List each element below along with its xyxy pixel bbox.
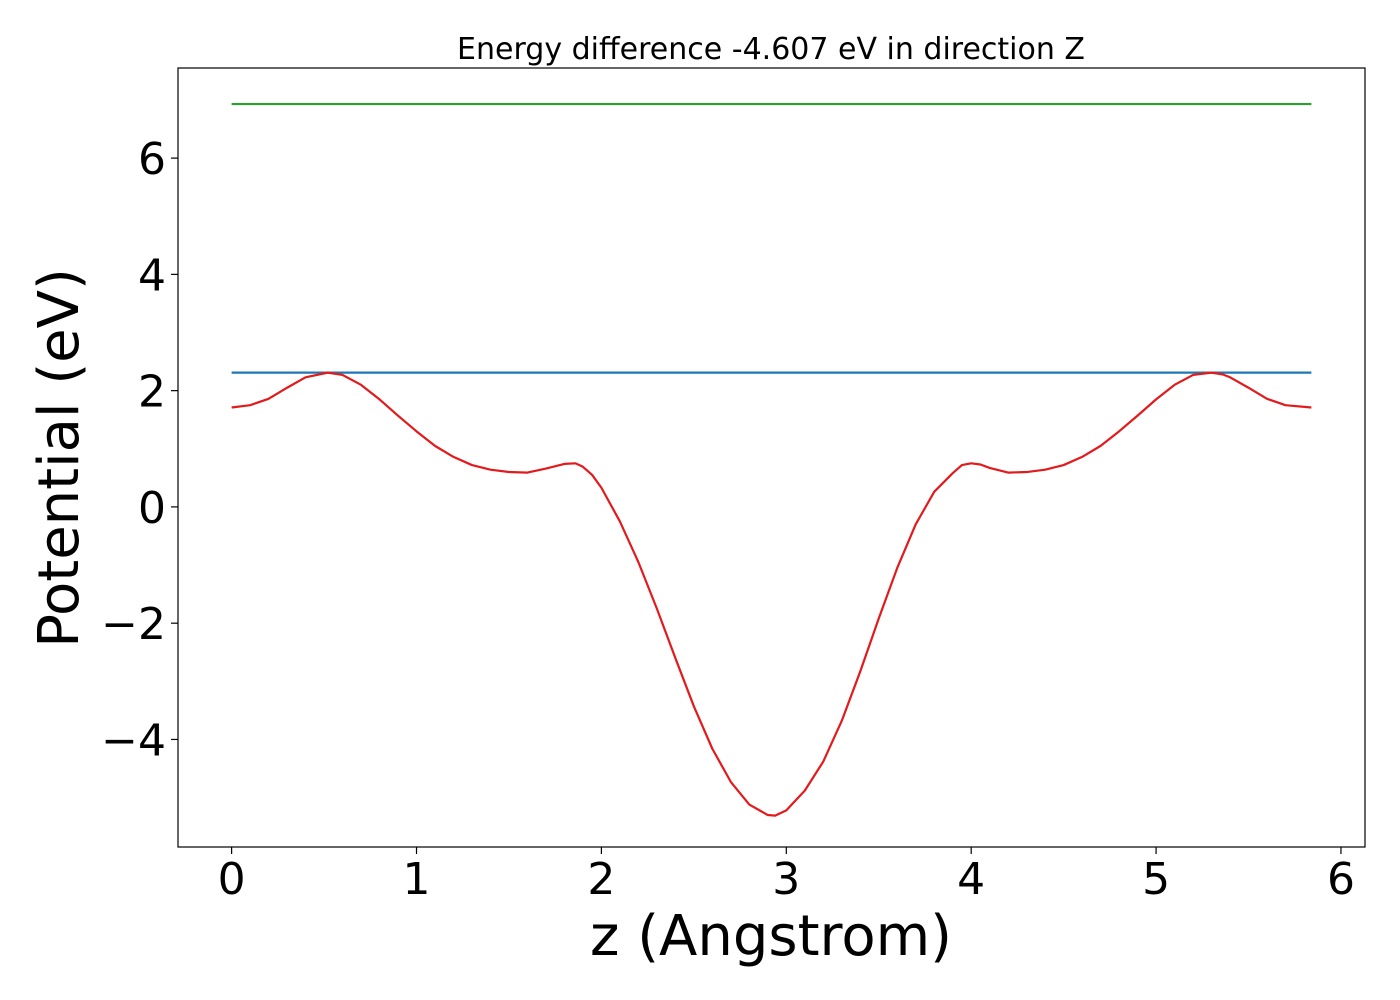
chart-title: Energy difference -4.607 eV in direction…: [457, 32, 1085, 67]
y-tick-label: 2: [138, 367, 166, 418]
y-tick-label: −4: [101, 715, 166, 766]
x-tick-label: 1: [403, 854, 431, 905]
x-tick-label: 5: [1142, 854, 1170, 905]
y-tick-label: 0: [138, 483, 166, 534]
y-tick-label: 4: [138, 250, 166, 301]
y-tick-label: −2: [101, 599, 166, 650]
x-tick-label: 6: [1327, 854, 1355, 905]
x-axis-label: z (Angstrom): [590, 904, 952, 969]
x-tick-label: 3: [772, 854, 800, 905]
series-layer: [231, 102, 1312, 817]
y-axis-label: Potential (eV): [27, 268, 92, 648]
x-axis-ticks: 0 1 2 3 4 5 6: [218, 847, 1355, 905]
x-tick-label: 0: [218, 854, 246, 905]
x-tick-label: 4: [957, 854, 985, 905]
x-tick-label: 2: [587, 854, 615, 905]
y-tick-label: 6: [138, 134, 166, 185]
y-axis-ticks: −4 −2 0 2 4 6: [101, 134, 178, 766]
series-line-2: [231, 371, 1312, 817]
plot-frame: [177, 67, 1366, 848]
